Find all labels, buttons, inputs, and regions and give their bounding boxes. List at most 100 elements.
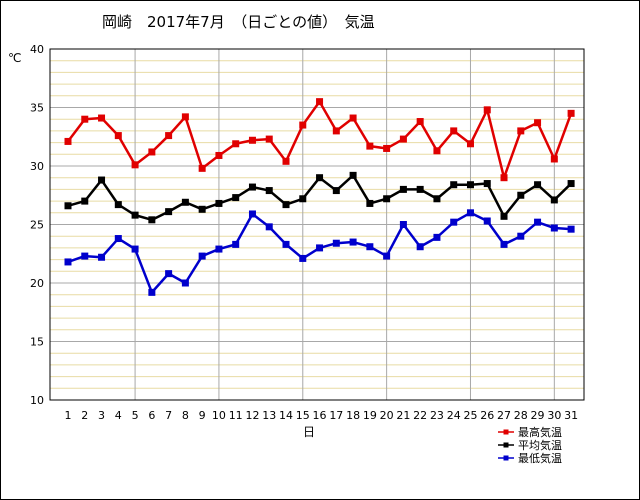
series-2 [64,171,575,224]
x-tick-label: 24 [447,409,461,422]
data-point [265,187,273,195]
x-tick-label: 5 [132,409,139,422]
data-point [148,288,156,296]
x-tick-label: 6 [148,409,155,422]
data-point [466,209,474,217]
data-point [148,148,156,156]
x-tick-label: 22 [413,409,427,422]
series-layer [64,98,575,296]
y-axis-tick-labels: 10 15 20 25 30 35 40 [30,43,44,407]
data-point [383,144,391,152]
series-1 [64,98,575,182]
data-point [433,147,441,155]
x-tick-label: 21 [396,409,410,422]
data-point [165,132,173,140]
data-point [131,211,139,219]
data-point [265,135,273,143]
data-point [534,119,542,127]
legend-label: 平均気温 [518,438,562,452]
series-3 [64,209,575,296]
data-point [450,218,458,226]
data-point [215,245,223,253]
data-point [282,240,290,248]
data-point [500,212,508,220]
data-point [416,185,424,193]
x-tick-label: 18 [346,409,360,422]
x-axis-tick-labels: 1 2 3 4 5 6 7 8 9 10 11 12 13 14 15 16 17 18 19 20 21 22 23 24 2… [65,409,579,422]
x-axis-label: 日 [303,425,315,439]
legend-label: 最高気温 [518,425,562,439]
data-point [483,180,491,188]
x-tick-label: 17 [329,409,343,422]
data-point [282,157,290,165]
x-tick-label: 13 [262,409,276,422]
x-tick-label: 20 [380,409,394,422]
x-tick-label: 12 [245,409,259,422]
x-tick-label: 19 [363,409,377,422]
data-point [81,197,89,205]
data-point [299,254,307,262]
data-point [349,238,357,246]
data-point [483,217,491,225]
data-point [332,187,340,195]
data-point [181,113,189,121]
data-point [64,258,72,266]
data-point [534,181,542,189]
legend-label: 最低気温 [518,451,562,465]
data-point [215,151,223,159]
x-tick-label: 26 [480,409,494,422]
data-point [366,199,374,207]
data-point [131,245,139,253]
data-point [316,98,324,106]
data-point [198,252,206,260]
data-point [181,198,189,206]
data-point [450,181,458,189]
data-point [550,224,558,232]
data-point [534,218,542,226]
data-point [165,270,173,278]
x-tick-label: 7 [165,409,172,422]
data-point [517,191,525,199]
legend-marker [503,442,509,448]
legend-item: 最低気温 [498,451,562,465]
data-point [567,180,575,188]
y-unit-label: ℃ [8,51,21,65]
data-point [198,205,206,213]
x-tick-label: 3 [98,409,105,422]
data-point [366,243,374,251]
data-point [450,127,458,135]
x-tick-label: 31 [564,409,578,422]
data-point [81,115,89,123]
x-tick-label: 9 [199,409,206,422]
data-point [383,252,391,260]
x-tick-label: 1 [65,409,72,422]
x-tick-label: 15 [296,409,310,422]
x-tick-label: 4 [115,409,122,422]
data-point [232,194,240,202]
x-tick-label: 27 [497,409,511,422]
data-point [500,240,508,248]
data-point [81,252,89,260]
data-point [500,174,508,182]
data-point [98,176,106,184]
data-point [349,171,357,179]
data-point [232,140,240,148]
y-tick-label: 10 [30,394,44,407]
data-point [416,243,424,251]
data-point [299,121,307,129]
plot-area [49,48,585,401]
y-tick-label: 25 [30,219,44,232]
data-point [64,202,72,210]
data-point [131,161,139,169]
legend-item: 平均気温 [498,438,562,452]
data-point [332,127,340,135]
x-tick-label: 25 [463,409,477,422]
legend-marker [503,455,509,461]
x-tick-label: 10 [212,409,226,422]
legend-marker [503,429,509,435]
data-point [248,210,256,218]
y-tick-label: 35 [30,102,44,115]
x-tick-label: 11 [229,409,243,422]
data-point [198,164,206,172]
